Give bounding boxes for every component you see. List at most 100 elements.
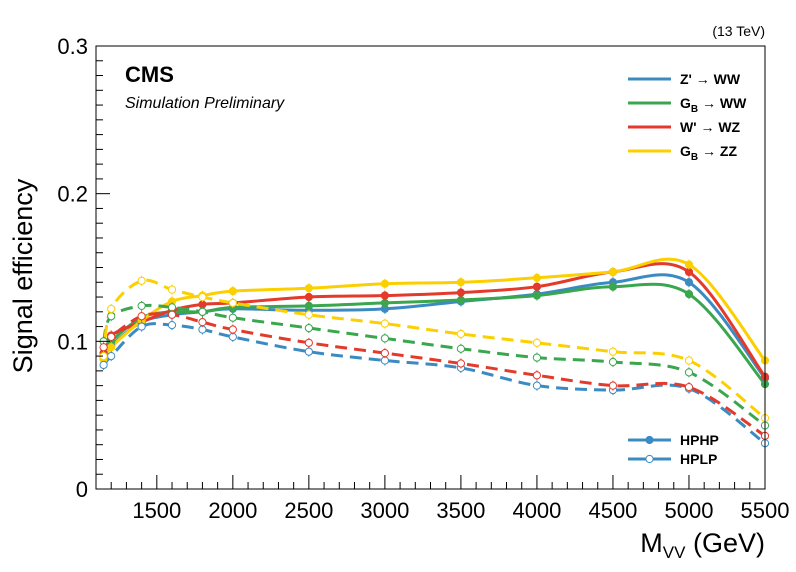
data-point — [608, 357, 618, 367]
data-point — [380, 349, 389, 358]
legend-label-hplp: HPLP — [680, 451, 717, 467]
data-point — [99, 343, 108, 352]
data-point — [456, 359, 466, 368]
data-point — [228, 313, 237, 322]
cms-label: CMS — [125, 62, 174, 87]
x-axis-label-unit: (GeV) — [685, 528, 765, 558]
data-point — [304, 292, 313, 302]
y-tick-label: 0.2 — [57, 182, 88, 207]
y-tick-label: 0.1 — [57, 329, 88, 354]
x-tick-label: 3500 — [436, 498, 485, 523]
x-tick-label: 3000 — [360, 498, 409, 523]
legend-label-zww: Z' → WW — [680, 71, 741, 87]
data-point — [532, 338, 542, 347]
y-tick-label: 0 — [76, 477, 88, 502]
energy-label: (13 TeV) — [712, 23, 765, 39]
data-point — [532, 371, 542, 380]
data-point — [456, 278, 466, 287]
x-axis-label: MVV (GeV) — [640, 528, 765, 562]
data-point — [99, 360, 108, 370]
data-point — [304, 301, 313, 310]
data-point — [304, 323, 313, 333]
series-curves — [102, 257, 767, 445]
x-axis-label-main: M — [640, 528, 663, 558]
data-point — [228, 325, 237, 334]
x-tick-label: 2000 — [208, 498, 257, 523]
data-point — [198, 292, 207, 302]
legend-label-part: → WW — [696, 71, 741, 87]
data-point — [137, 301, 146, 310]
series-line-hplp-6 — [102, 312, 766, 438]
x-tick-label: 4000 — [512, 498, 561, 523]
data-point — [380, 334, 389, 343]
legend-label-gbzz: GB → ZZ — [680, 143, 737, 163]
legend-marker — [645, 454, 654, 464]
legend-label-sub: B — [691, 152, 698, 163]
data-point — [137, 312, 146, 321]
y-axis-ticks: 0 0.1 0.2 0.3 — [57, 34, 110, 502]
data-point — [107, 332, 116, 342]
data-point — [228, 298, 237, 308]
legend-label-part: G — [680, 143, 691, 159]
plot-frame — [95, 45, 766, 490]
legend-label-part: Z' — [680, 71, 696, 87]
data-point — [380, 291, 389, 300]
data-point — [684, 383, 694, 392]
legend-label-part: → WW — [698, 95, 747, 111]
data-point — [304, 347, 313, 356]
data-point — [684, 260, 694, 269]
data-point — [684, 278, 694, 287]
data-point — [608, 267, 618, 277]
data-point — [107, 304, 116, 313]
data-point — [380, 319, 389, 328]
data-point — [137, 322, 146, 331]
legend-label-part: W' — [680, 119, 700, 135]
x-tick-label: 1500 — [132, 498, 181, 523]
data-point — [684, 356, 694, 365]
series-markers — [99, 259, 770, 449]
data-point — [198, 318, 207, 327]
data-point — [456, 329, 466, 339]
data-point — [167, 285, 177, 294]
data-point — [107, 343, 116, 352]
data-point — [198, 307, 207, 316]
legend-label-sub: B — [691, 104, 698, 115]
x-axis-label-sub: VV — [663, 543, 686, 562]
data-point — [380, 279, 389, 288]
data-point — [532, 273, 542, 282]
x-tick-label: 2500 — [284, 498, 333, 523]
data-point — [304, 310, 313, 319]
data-point — [304, 338, 313, 347]
x-tick-label: 5000 — [665, 498, 714, 523]
data-point — [532, 353, 542, 362]
data-point — [167, 320, 177, 330]
x-axis-ticks: 1500 2000 2500 3000 3500 4000 4500 5000 5500 — [110, 475, 790, 523]
data-point — [532, 381, 542, 390]
legend-label-part: → ZZ — [698, 143, 737, 159]
data-point — [228, 287, 237, 296]
legend-label-part: G — [680, 95, 691, 111]
data-point — [532, 291, 542, 300]
subtitle-label: Simulation Preliminary — [125, 95, 285, 112]
x-tick-label: 4500 — [588, 498, 637, 523]
data-point — [608, 347, 618, 356]
y-tick-label: 0.3 — [57, 34, 88, 59]
x-tick-label: 5500 — [741, 498, 790, 523]
data-point — [684, 368, 694, 377]
data-point — [107, 352, 116, 361]
category-legend: HPHP HPLP — [628, 432, 719, 467]
legend-label-wwz: W' → WZ — [680, 119, 741, 135]
legend-marker — [645, 435, 654, 445]
series-line-hplp-7 — [102, 278, 766, 420]
legend-label-part: → WZ — [700, 119, 740, 135]
legend-label-gbww: GB → WW — [680, 95, 747, 115]
data-point — [304, 284, 313, 293]
legend-label-hphp: HPHP — [680, 432, 719, 448]
data-point — [137, 276, 146, 285]
data-point — [167, 310, 177, 319]
data-point — [608, 381, 618, 390]
y-axis-label: Signal efficiency — [8, 178, 38, 373]
series-line-hplp-4 — [102, 322, 766, 445]
